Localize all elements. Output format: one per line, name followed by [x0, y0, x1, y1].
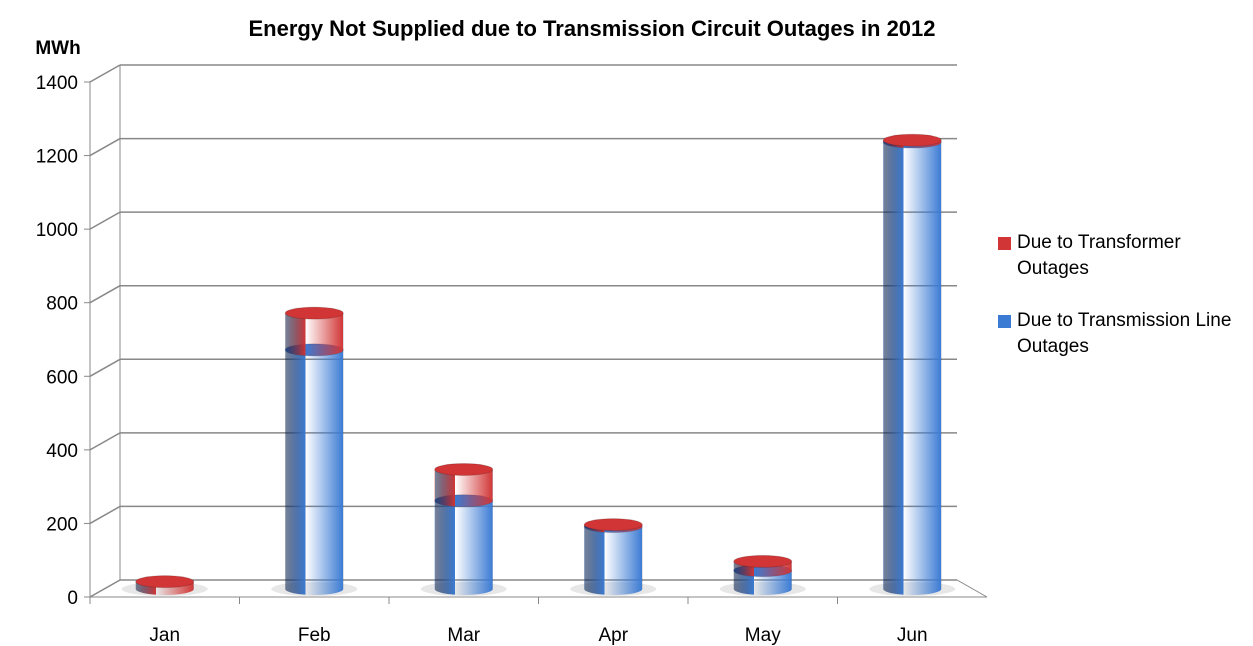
y-tick-label: 400	[46, 441, 78, 462]
grid-line	[89, 285, 121, 304]
bar-segment	[883, 142, 942, 595]
bar-segment	[733, 570, 792, 595]
x-tick-label: Jan	[149, 625, 180, 646]
bar-segment	[285, 349, 344, 595]
bar-top	[284, 306, 344, 320]
y-tick-label: 1200	[36, 147, 78, 168]
legend-swatch	[998, 315, 1011, 328]
x-tick-label: Feb	[298, 625, 331, 646]
grid-line	[89, 211, 121, 230]
legend-label: Due to Transmission Line Outages	[1017, 310, 1232, 357]
grid-line	[89, 505, 121, 525]
legend-item: Due to Transmission Line Outages	[998, 308, 1243, 360]
bar-top	[583, 518, 643, 532]
x-tick-label: Mar	[447, 625, 480, 646]
bar-segment	[434, 469, 493, 507]
legend-label: Due to Transformer Outages	[1017, 232, 1181, 279]
grid-line	[89, 64, 121, 83]
bar-top	[733, 554, 793, 568]
legend-item: Due to Transformer Outages	[998, 230, 1243, 282]
bar-top	[135, 575, 195, 589]
legend: Due to Transformer Outages Due to Transmi…	[998, 230, 1243, 386]
floor	[89, 579, 988, 598]
y-tick-label: 1000	[36, 220, 78, 241]
legend-swatch	[998, 237, 1011, 250]
bar-top	[434, 462, 494, 476]
y-tick-label: 0	[67, 588, 78, 609]
y-tick-label: 200	[46, 514, 78, 535]
grid-line	[89, 432, 121, 451]
bar-segment	[434, 500, 493, 595]
y-tick-label: 600	[46, 367, 78, 388]
grid-line	[89, 358, 121, 377]
bar-segment	[584, 526, 643, 595]
bar-segment	[285, 313, 344, 356]
y-axis-label: MWh	[35, 38, 80, 59]
x-tick-label: Apr	[598, 625, 628, 646]
y-tick-label: 1400	[36, 73, 78, 94]
bar-top	[882, 133, 942, 147]
x-tick-label: Jun	[897, 625, 928, 646]
chart-title: Energy Not Supplied due to Transmission …	[248, 16, 935, 41]
y-tick-label: 800	[46, 294, 78, 315]
x-tick-label: May	[745, 625, 781, 646]
grid-line	[89, 137, 121, 157]
